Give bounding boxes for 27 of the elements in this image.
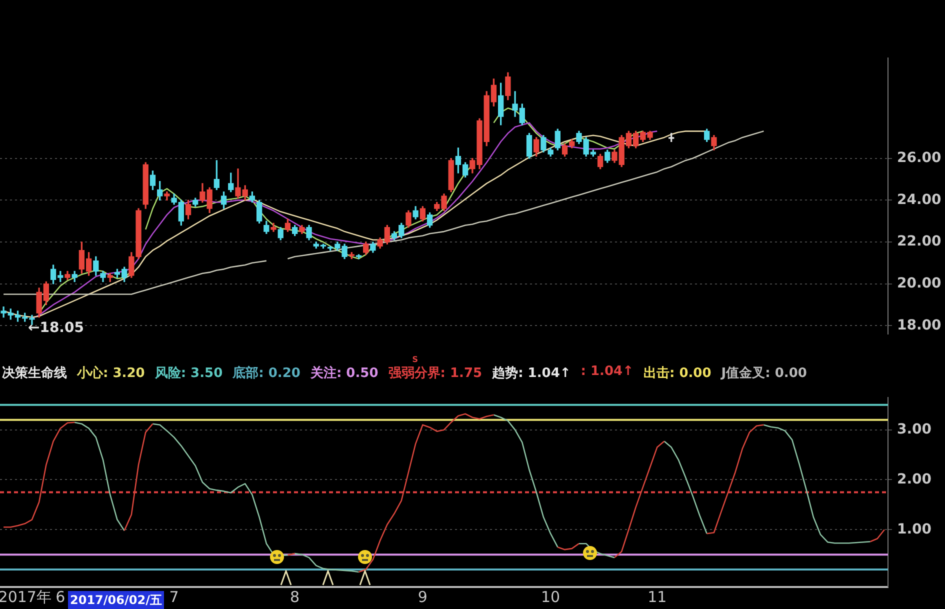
x-tick-label: 6	[56, 588, 66, 606]
ref-line-label: 小心: 3.20	[77, 364, 145, 382]
ref-line-label: 关注: 0.50	[310, 364, 378, 382]
ref-line-label: 风险: 3.50	[154, 365, 223, 382]
y-tick-label: 1.00	[897, 521, 932, 538]
text: : 1.04↑	[580, 364, 634, 381]
text: J值金叉: 0.00	[721, 365, 807, 382]
x-tick-label: 9	[418, 588, 428, 606]
y-tick-label: 24.00	[897, 192, 942, 208]
text: 趋势: 1.04↑	[492, 365, 571, 382]
text: 出击: 0.00	[643, 365, 712, 382]
y-tick-label: 20.00	[897, 275, 942, 292]
text: 2017/06/02/五	[68, 591, 164, 609]
ref-line-label: 底部: 0.20	[232, 364, 300, 382]
x-tick-label: 7	[169, 588, 179, 606]
ref-line-label: 强弱分界: 1.75	[388, 365, 482, 382]
annotation: ←18.05	[28, 320, 84, 336]
x-tick-label: 10	[541, 588, 560, 606]
x-tick-label: 11	[648, 588, 667, 606]
text: S	[412, 355, 418, 364]
y-tick-label: 3.00	[897, 421, 932, 438]
y-tick-label: 2.00	[897, 471, 932, 488]
y-tick-label: 22.00	[897, 234, 942, 250]
y-tick-label: 26.00	[897, 150, 942, 166]
x-tick-label: 8	[290, 588, 300, 606]
chart-title: 决策生命线	[2, 365, 67, 382]
y-tick-label: 18.00	[897, 317, 942, 334]
